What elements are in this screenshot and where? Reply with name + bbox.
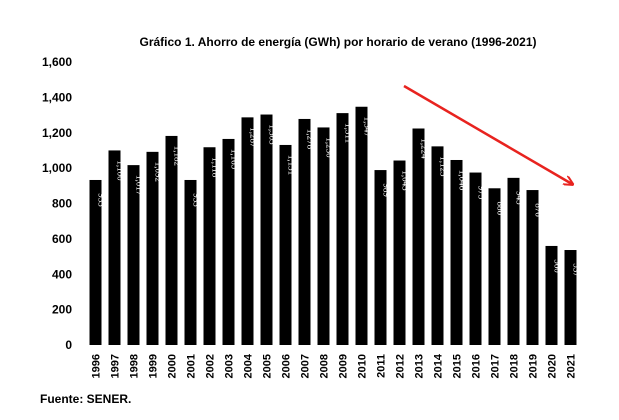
bar-1996 <box>89 179 102 345</box>
value-label: 1,046 <box>458 170 468 191</box>
y-tick-label: 1,600 <box>42 55 72 69</box>
value-label: 1,131 <box>287 155 297 175</box>
value-label: 1,017 <box>135 175 145 196</box>
x-tick-label: 2002 <box>205 354 217 378</box>
y-tick-label: 1,400 <box>42 90 72 104</box>
value-label: 1,311 <box>344 123 354 143</box>
value-label: 1,165 <box>230 149 240 170</box>
value-label: 989 <box>382 183 392 197</box>
x-tick-label: 2011 <box>376 354 388 378</box>
bar-1998 <box>127 165 140 345</box>
y-tick-label: 400 <box>52 267 72 281</box>
bar-2016 <box>469 172 482 345</box>
x-tick-label: 2001 <box>186 354 198 378</box>
bar-2006 <box>279 144 292 345</box>
value-label: 560 <box>553 259 563 273</box>
value-label: 1,287 <box>249 127 259 148</box>
value-label: 876 <box>534 203 544 217</box>
value-label: 1,043 <box>401 170 411 191</box>
bar-2000 <box>165 135 178 345</box>
value-labels: 933 1,100 1,017 1,092 1,182 933 1,118 1,165 1,28… <box>97 117 582 278</box>
value-label: 537 <box>572 263 582 277</box>
bar-2009 <box>336 113 349 345</box>
bar-2021 <box>564 250 577 345</box>
y-tick-label: 0 <box>65 338 72 352</box>
value-label: 933 <box>192 193 202 207</box>
value-label: 1,278 <box>306 129 316 150</box>
bar-2008 <box>317 127 330 345</box>
x-tick-label: 2019 <box>528 354 540 378</box>
value-label: 1,118 <box>211 157 221 177</box>
value-label: 886 <box>496 202 506 216</box>
x-tick-label: 2007 <box>300 354 312 378</box>
y-tick-label: 800 <box>52 197 72 211</box>
bar-2013 <box>412 128 425 345</box>
x-tick-label: 2000 <box>167 354 179 378</box>
x-tick-label: 2015 <box>452 354 464 378</box>
x-tick-label: 1999 <box>148 354 160 378</box>
x-tick-label: 2009 <box>338 354 350 378</box>
x-axis: 1996 1997 1998 1999 2000 2001 2002 2003 2004 2005… <box>91 353 578 378</box>
bar-2019 <box>526 190 539 345</box>
x-tick-label: 2020 <box>547 354 559 378</box>
bar-2010 <box>355 106 368 345</box>
x-tick-label: 2018 <box>509 354 521 378</box>
bar-2014 <box>431 146 444 345</box>
trend-arrow <box>403 84 572 184</box>
x-tick-label: 2013 <box>414 354 426 378</box>
value-label: 945 <box>515 191 525 205</box>
x-tick-label: 2003 <box>224 354 236 378</box>
value-label: 1,303 <box>268 124 278 145</box>
chart-title: Gráfico 1. Ahorro de energía (GWh) por h… <box>140 35 537 49</box>
x-tick-label: 2021 <box>566 354 578 378</box>
value-label: 1,123 <box>439 156 449 177</box>
x-tick-label: 2006 <box>281 354 293 378</box>
bar-2005 <box>260 114 273 345</box>
value-label: 933 <box>97 193 107 207</box>
x-tick-label: 2014 <box>433 353 445 378</box>
x-tick-label: 1997 <box>110 354 122 378</box>
x-tick-label: 2016 <box>471 354 483 378</box>
x-tick-label: 2004 <box>243 353 255 378</box>
bar-1997 <box>108 150 121 345</box>
bar-1999 <box>146 151 159 345</box>
x-tick-label: 1998 <box>129 354 141 378</box>
value-label: 975 <box>477 186 487 200</box>
bar-2001 <box>184 179 197 345</box>
bar-2007 <box>298 118 311 345</box>
value-label: 1,347 <box>363 117 373 138</box>
bar-2004 <box>241 117 254 345</box>
x-tick-label: 2010 <box>357 354 369 378</box>
bar-2011 <box>374 170 387 345</box>
bar-2018 <box>507 177 520 345</box>
y-tick-label: 1,200 <box>42 126 72 140</box>
x-tick-label: 2012 <box>395 354 407 378</box>
value-label: 1,182 <box>173 146 183 166</box>
value-label: 1,230 <box>325 137 335 158</box>
y-tick-label: 200 <box>52 303 72 317</box>
bar-2017 <box>488 188 501 345</box>
value-label: 1,224 <box>420 138 430 159</box>
bar-2015 <box>450 159 463 345</box>
x-tick-label: 2005 <box>262 354 274 378</box>
value-label: 1,092 <box>154 162 164 182</box>
bar-2003 <box>222 138 235 345</box>
bar-2002 <box>203 147 216 345</box>
bar-2020 <box>545 245 558 345</box>
x-tick-label: 2017 <box>490 354 502 378</box>
bars <box>89 106 577 345</box>
source-note: Fuente: SENER. <box>40 392 132 406</box>
y-axis: 0 200 400 600 800 1,000 1,200 1,400 1,600 <box>42 55 72 352</box>
y-tick-label: 600 <box>52 232 72 246</box>
y-tick-label: 1,000 <box>42 161 72 175</box>
x-tick-label: 2008 <box>319 354 331 378</box>
x-tick-label: 1996 <box>91 354 103 378</box>
value-label: 1,100 <box>116 160 126 181</box>
bar-2012 <box>393 160 406 345</box>
